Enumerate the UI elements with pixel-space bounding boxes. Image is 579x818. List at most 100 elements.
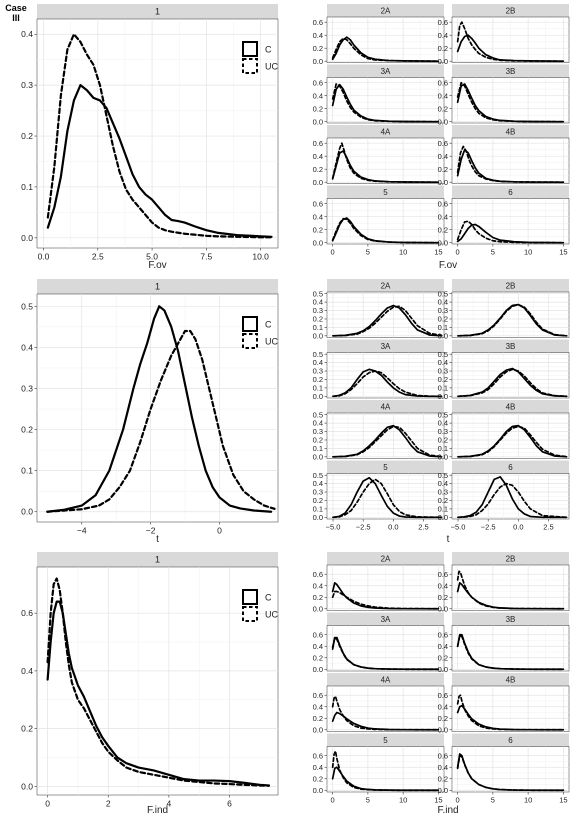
- x-tick-label: 2.5: [543, 523, 553, 532]
- x-tick-label: 10.0: [252, 252, 269, 262]
- x-tick-label: 0: [331, 796, 335, 805]
- x-tick-label: 7.5: [200, 252, 212, 262]
- legend-key-uc: [242, 606, 258, 622]
- series-line-uc: [456, 570, 565, 610]
- y-tick-label: 0.6: [438, 630, 448, 639]
- series-line-uc: [332, 370, 443, 398]
- legend-key-c: [242, 316, 258, 332]
- x-tick-label: 2.5: [92, 252, 104, 262]
- y-tick-label: 0.3: [313, 427, 323, 436]
- x-tick-label: 0.0: [513, 523, 523, 532]
- y-tick-label: 0.0: [21, 507, 33, 517]
- facet-strip: [327, 125, 444, 138]
- facet-strip-label: 1: [155, 555, 160, 565]
- main-panel: 10.00.10.20.30.40.0 2.5 5.0 7.5 10.0: [21, 4, 279, 262]
- x-tick-label: −2.5: [356, 523, 371, 532]
- series-line-c: [331, 766, 440, 792]
- y-tick-label: 0.2: [438, 496, 448, 505]
- facet-strip: [452, 400, 569, 413]
- facet-strip-label: 2B: [506, 6, 516, 15]
- y-tick-label: 0.2: [313, 436, 323, 445]
- facet-strip: [452, 4, 569, 17]
- y-tick-label: 0.4: [313, 763, 323, 772]
- x-axis-title: F.ind: [437, 805, 458, 816]
- series-line-uc: [331, 142, 440, 184]
- y-tick-label: 0.2: [313, 496, 323, 505]
- y-tick-label: 0.1: [21, 466, 33, 476]
- y-tick-label: 0.2: [313, 44, 323, 53]
- facet-strip-label: 3B: [506, 67, 516, 76]
- y-tick-label: 0.4: [21, 666, 33, 676]
- y-tick-label: 0.1: [438, 384, 448, 393]
- gridlines: [327, 352, 444, 398]
- y-tick-label: 0.0: [438, 725, 448, 734]
- facet-strip: [452, 125, 569, 138]
- facet-strip: [452, 552, 569, 565]
- facet-strip-label: 6: [508, 188, 513, 197]
- facet-strip: [452, 460, 569, 474]
- x-tick-label: 5: [491, 248, 495, 257]
- panel-frame: [36, 566, 279, 796]
- small-panel: 4B 0.00.10.20.30.40.5: [438, 400, 570, 461]
- y-tick-label: 0.3: [438, 427, 448, 436]
- x-tick-label: 10: [399, 248, 407, 257]
- small-panel: 2A 0.0 0.2 0.4 0.6: [313, 552, 445, 613]
- y-tick-label: 0.4: [438, 581, 448, 590]
- small-panel: 2B 0.0 0.2 0.4 0.6: [438, 552, 570, 613]
- y-tick-label: 0.6: [21, 608, 33, 618]
- y-tick-label: 0.3: [438, 367, 448, 376]
- x-tick-label: −5.0: [326, 523, 341, 532]
- x-tick-label: 10: [399, 796, 407, 805]
- y-tick-label: 0.6: [313, 78, 323, 87]
- y-tick-label: 0.4: [313, 479, 323, 488]
- y-tick-label: 0.0: [438, 604, 448, 613]
- y-tick-label: 0.1: [313, 444, 323, 453]
- x-tick-label: 15: [434, 248, 442, 257]
- small-panel: 3A 0.0 0.2 0.4 0.6: [313, 612, 445, 674]
- y-tick-label: 0.1: [438, 323, 448, 332]
- series-line-uc: [456, 635, 565, 671]
- y-tick-label: 0.3: [313, 488, 323, 497]
- legend-label-c: C: [265, 45, 272, 55]
- y-tick-label: 0.0: [438, 452, 448, 461]
- x-tick-label: −2: [146, 526, 156, 536]
- x-tick-label: −2.5: [481, 523, 496, 532]
- y-tick-label: 0.6: [438, 570, 448, 579]
- y-tick-label: 0.4: [313, 642, 323, 651]
- series-line-uc: [332, 425, 443, 458]
- y-tick-label: 0.1: [438, 505, 448, 514]
- y-tick-label: 0.6: [438, 199, 448, 208]
- facet-strip-label: 1: [155, 7, 160, 17]
- y-tick-label: 0.6: [313, 570, 323, 579]
- legend: C UC: [242, 589, 278, 622]
- y-tick-label: 0.6: [438, 751, 448, 760]
- y-tick-label: 0.2: [438, 225, 448, 234]
- legend-key-uc: [242, 333, 258, 349]
- y-tick-label: 0.6: [313, 630, 323, 639]
- series-line-c: [456, 581, 565, 610]
- small-panel: 2B 0.0 0.2 0.4 0.6: [438, 4, 570, 66]
- y-tick-label: 0.3: [21, 383, 33, 393]
- case-label: Case III: [3, 3, 29, 23]
- small-panel: 4A0.00.10.20.30.40.5: [313, 400, 445, 461]
- y-tick-label: 0.5: [21, 301, 33, 311]
- panel-frame: [36, 18, 279, 249]
- x-tick-label: 0: [331, 248, 335, 257]
- case-label-line2: III: [12, 13, 20, 23]
- y-tick-label: 0.1: [313, 384, 323, 393]
- series-line-c: [46, 84, 273, 238]
- series-line-uc: [331, 590, 440, 610]
- legend-label-uc: UC: [265, 62, 278, 72]
- facet-strip: [452, 339, 569, 353]
- y-tick-label: 0.0: [438, 513, 448, 522]
- y-tick-label: 0.6: [313, 199, 323, 208]
- y-tick-label: 0.2: [21, 131, 33, 141]
- facet-strip-label: 3B: [506, 615, 516, 624]
- small-panel: 3B 0.0 0.2 0.4 0.6: [438, 64, 570, 126]
- legend-label-uc: UC: [265, 610, 278, 620]
- facet-strip-label: 3B: [506, 342, 516, 351]
- gridlines: [327, 413, 444, 459]
- facet-strip-label: 2A: [381, 281, 391, 290]
- y-tick-label: 0.4: [438, 763, 448, 772]
